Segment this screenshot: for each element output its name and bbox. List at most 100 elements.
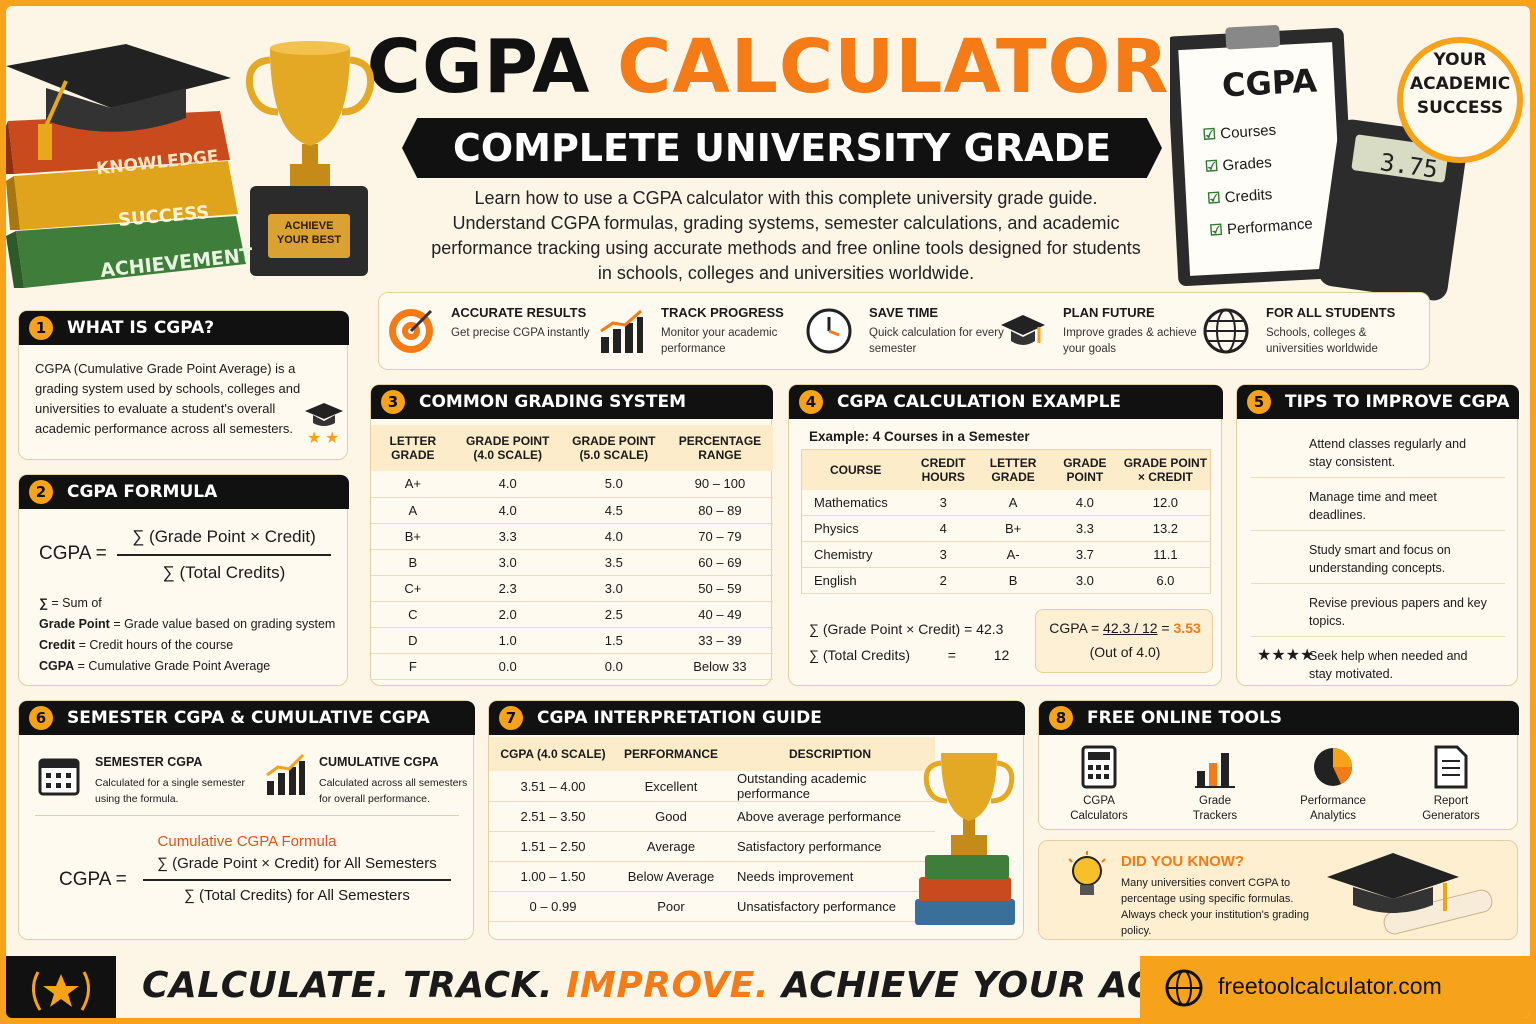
tool-performance-analytics[interactable]: Performance Analytics: [1273, 741, 1393, 827]
globe-icon: [1165, 969, 1203, 1007]
target-icon: [389, 309, 433, 353]
tool-cgpa-calculators[interactable]: CGPA Calculators: [1039, 741, 1159, 827]
tool-report-generators[interactable]: Report Generators: [1391, 741, 1511, 827]
section-calculation-example: 4 CGPA CALCULATION EXAMPLE Example: 4 Co…: [788, 384, 1223, 686]
table-header: GRADE POINT (5.0 SCALE): [572, 434, 656, 462]
table-header-row: LETTER GRADE GRADE POINT (4.0 SCALE) GRA…: [371, 425, 773, 471]
clock-icon: [806, 308, 852, 354]
table-cell: Chemistry: [801, 541, 910, 568]
table-header: GRADE POINT × CREDIT: [1123, 455, 1208, 484]
table-cell: C: [371, 601, 455, 628]
table-cell: 33 – 39: [666, 627, 773, 654]
table-row: B 3.0 3.5 60 – 69: [371, 549, 773, 576]
subtitle-banner: COMPLETE UNIVERSITY GRADE GUIDE: [402, 118, 1162, 178]
website-link[interactable]: freetoolcalculator.com: [1218, 973, 1442, 999]
clipboard-calculator-illustration: CGPA ☑ Courses ☑ Grades ☑ Credits ☑ Perf…: [1165, 22, 1526, 302]
table-cell: 11.1: [1120, 541, 1211, 568]
table-cell: Good: [617, 801, 725, 832]
table-cell: 5.0: [560, 471, 667, 498]
feature-track-progress: TRACK PROGRESS Monitor your academic per…: [589, 293, 797, 367]
table-cell: D: [371, 627, 455, 654]
check-icon: ☑: [1202, 125, 1217, 144]
pie-chart-icon: [1314, 748, 1352, 786]
table-cell: Mathematics: [801, 489, 910, 516]
table-cell: 3: [909, 489, 978, 516]
definition-row: CGPA = Cumulative Grade Point Average: [39, 659, 271, 673]
tip-text: Revise previous papers and key topics.: [1309, 596, 1487, 628]
feature-save-time: SAVE TIME Quick calculation for every se…: [797, 293, 1004, 367]
feature-for-all-students: FOR ALL STUDENTS Schools, colleges & uni…: [1194, 293, 1424, 367]
svg-text:★: ★: [307, 430, 321, 447]
title-part1: CGPA: [366, 24, 591, 110]
tool-label: Performance Analytics: [1300, 795, 1366, 822]
footer-badge: [6, 956, 116, 1018]
table-row: Chemistry 3 A- 3.7 11.1: [801, 541, 1211, 568]
table-row: A 4.0 4.5 80 – 89: [371, 497, 773, 524]
table-cell: 3.7: [1048, 541, 1121, 568]
fraction-bar: [117, 554, 331, 556]
infographic-page: CGPA CALCULATOR COMPLETE UNIVERSITY GRAD…: [6, 6, 1530, 1018]
table-row: C 2.0 2.5 40 – 49: [371, 601, 773, 628]
table-cell: Needs improvement: [725, 861, 935, 892]
graduation-cap-icon: [6, 44, 231, 160]
table-header: DESCRIPTION: [788, 747, 871, 761]
badge-circle-icon: [1397, 37, 1523, 163]
table-cell: A+: [371, 471, 455, 498]
book-stack-icon: [6, 111, 246, 288]
checklist: ☑ Courses ☑ Grades ☑ Credits ☑ Performan…: [1202, 113, 1314, 248]
cumulative-cgpa-title: CUMULATIVE CGPA: [319, 755, 439, 769]
section-cgpa-formula: 2 CGPA FORMULA CGPA = ∑ (Grade Point × C…: [18, 474, 349, 686]
table-row: F 0.0 0.0 Below 33: [371, 653, 773, 680]
tool-grade-trackers[interactable]: Grade Trackers: [1155, 741, 1275, 827]
result-line: CGPA = 42.3 / 12 = 3.53: [1049, 620, 1201, 636]
section-header: 1 WHAT IS CGPA?: [19, 311, 349, 345]
table-cell: Unsatisfactory performance: [725, 891, 935, 922]
bar-chart-icon: [600, 309, 643, 353]
tool-label: CGPA Calculators: [1070, 795, 1128, 822]
tip-text: Attend classes regularly and stay consis…: [1309, 437, 1467, 469]
table-cell: 6.0: [1120, 567, 1211, 594]
bar-chart-icon: [266, 753, 305, 795]
section-header: 5 TIPS TO IMPROVE CGPA: [1237, 385, 1519, 419]
trophy-plaque: ACHIEVE YOUR BEST: [276, 220, 342, 246]
table-row: C+ 2.3 3.0 50 – 59: [371, 575, 773, 602]
interpretation-table: CGPA (4.0 SCALE) PERFORMANCE DESCRIPTION…: [489, 737, 935, 922]
bar-chart-icon: [1195, 753, 1235, 788]
semester-cgpa-title: SEMESTER CGPA: [95, 755, 203, 769]
table-cell: 50 – 59: [666, 575, 773, 602]
check-icon: ☑: [1204, 157, 1219, 176]
table-row: 0 – 0.99 Poor Unsatisfactory performance: [489, 891, 935, 922]
svg-text:★: ★: [325, 430, 339, 447]
table-cell: 1.00 – 1.50: [489, 861, 617, 892]
table-row: English 2 B 3.0 6.0: [801, 567, 1211, 594]
definition-row: Grade Point = Grade value based on gradi…: [39, 617, 336, 631]
svg-text:★: ★: [1300, 647, 1315, 664]
globe-icon: [1203, 308, 1249, 354]
table-row: Physics 4 B+ 3.3 13.2: [801, 515, 1211, 542]
star-badge-icon: ★★★★: [1257, 645, 1314, 665]
section-header: 2 CGPA FORMULA: [19, 475, 349, 509]
table-cell: 13.2: [1120, 515, 1211, 542]
section-online-tools: 8 FREE ONLINE TOOLS CGPA Calculators Gra…: [1038, 700, 1519, 830]
tool-label: Report Generators: [1422, 795, 1480, 822]
page-title: CGPA CALCULATOR: [6, 24, 1530, 110]
tip-text: Manage time and meet deadlines.: [1309, 490, 1437, 522]
table-cell: Poor: [617, 891, 725, 922]
table-cell: B+: [371, 523, 455, 550]
example-caption: Example: 4 Courses in a Semester: [809, 429, 1030, 444]
table-header: COURSE: [830, 462, 882, 477]
tool-label: Grade Trackers: [1192, 795, 1238, 822]
books-trophy-illustration: KNOWLEDGE SUCCESS ACHIEVEMENT ACHIEVE YO…: [6, 26, 386, 296]
table-row: 1.00 – 1.50 Below Average Needs improvemen…: [489, 861, 935, 892]
footer-slogan-area: [116, 956, 1140, 1018]
graduation-cap-icon: [1001, 315, 1045, 345]
table-header: CGPA (4.0 SCALE): [500, 747, 606, 761]
table-header: PERCENTAGE RANGE: [678, 434, 762, 462]
table-cell: 1.0: [454, 627, 561, 654]
tip-item: Manage time and meet deadlines.: [1251, 478, 1505, 531]
result-note: (Out of 4.0): [1089, 644, 1161, 660]
table-cell: English: [801, 567, 910, 594]
tip-text: Study smart and focus on understanding c…: [1309, 543, 1451, 575]
table-cell: Below 33: [666, 653, 773, 680]
tip-text: Seek help when needed and stay motivated…: [1309, 649, 1468, 681]
